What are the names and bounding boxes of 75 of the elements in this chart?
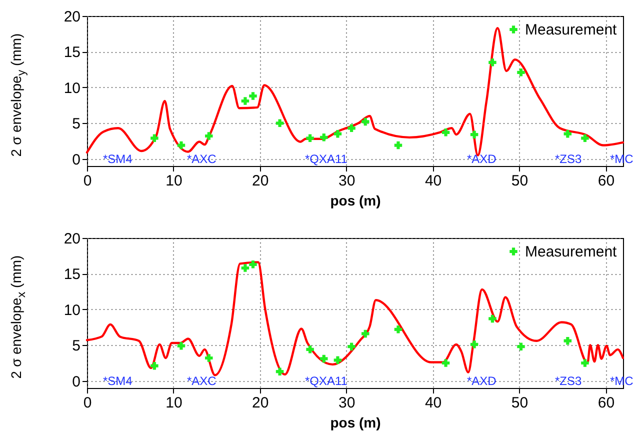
point [320, 354, 328, 363]
y-tick-label: 20 [64, 230, 80, 248]
x-tick-label: 0 [83, 394, 92, 412]
x-tick-label: 60 [598, 172, 615, 190]
point [394, 326, 402, 334]
y-tick-label: 15 [64, 44, 80, 62]
y-tick-label: 5 [72, 116, 80, 133]
annotation: *ZS3 [555, 152, 582, 166]
y-tick-label: 10 [64, 80, 80, 97]
point [320, 134, 328, 142]
annotation: *QXA11 [305, 374, 348, 388]
annotation: *AXD [467, 152, 497, 166]
point [348, 124, 356, 132]
x-tick-label: 40 [424, 172, 442, 190]
point [348, 342, 356, 350]
point [241, 97, 250, 105]
point [581, 359, 589, 367]
y-tick-label: 0 [72, 373, 80, 390]
point [276, 119, 284, 128]
annotation: *SM4 [103, 374, 133, 388]
point [394, 141, 402, 150]
x-tick-label: 20 [252, 394, 269, 412]
x-tick-label: 20 [252, 172, 269, 190]
point [564, 130, 572, 138]
annotation: *ZS3 [555, 374, 582, 388]
point [362, 330, 370, 338]
line-series [86, 261, 624, 376]
point [241, 264, 250, 272]
x-tick-label: 60 [598, 394, 615, 412]
x-tick-label: 50 [511, 394, 528, 412]
point [276, 368, 284, 376]
x-tick-label: 30 [338, 394, 356, 412]
point [205, 132, 213, 140]
point [150, 362, 158, 370]
x-tick-label: 0 [83, 172, 92, 190]
y-tick-label: 0 [72, 151, 80, 168]
legend-label: Measurement [525, 22, 618, 38]
point [249, 260, 257, 268]
y-tick-label: 10 [64, 302, 80, 319]
point [442, 359, 450, 367]
point [488, 314, 496, 323]
point [581, 134, 589, 142]
x-tick-label: 10 [166, 172, 182, 190]
point [564, 336, 572, 345]
point [205, 354, 213, 362]
x-tick-label: 50 [511, 172, 528, 190]
legend-label: Measurement [525, 244, 618, 260]
point [249, 92, 257, 100]
point [306, 346, 314, 354]
x-tick-label: 10 [166, 394, 182, 412]
x-tick-label: 30 [338, 172, 356, 190]
x-axis-title: pos (m) [330, 414, 381, 430]
point [470, 130, 478, 138]
x-tick-label: 40 [424, 394, 442, 412]
point [517, 342, 525, 350]
point [517, 68, 525, 76]
point [442, 128, 450, 136]
annotation: *AXC [187, 152, 217, 166]
point [470, 340, 478, 348]
y-tick-label: 15 [64, 266, 80, 284]
point [177, 141, 186, 150]
point [362, 118, 370, 126]
annotation: *AXD [467, 374, 497, 388]
point [488, 58, 496, 66]
annotation: *AXC [187, 374, 217, 388]
point [306, 134, 314, 142]
point [177, 342, 186, 350]
point [334, 130, 342, 138]
annotation: *SM4 [103, 152, 133, 166]
point [150, 134, 158, 142]
y-tick-label: 5 [72, 338, 80, 355]
annotation: *QXA11 [305, 152, 348, 166]
y-tick-label: 20 [64, 8, 80, 26]
point [334, 356, 342, 364]
x-axis-title: pos (m) [330, 192, 381, 208]
